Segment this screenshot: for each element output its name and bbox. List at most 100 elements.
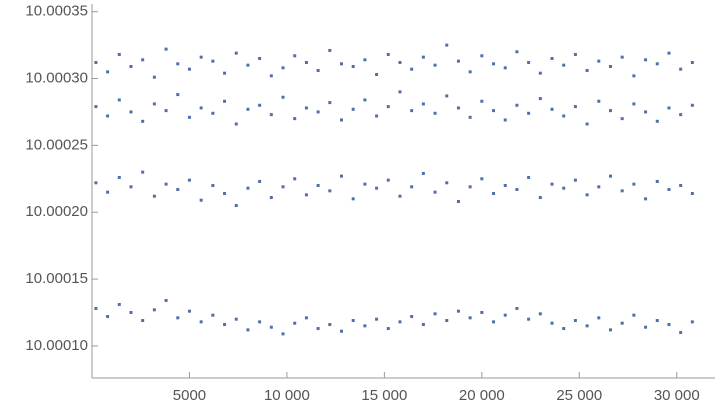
point — [375, 114, 379, 118]
point — [339, 118, 343, 122]
point — [234, 317, 238, 321]
point — [386, 178, 390, 182]
x-tick-label: 15 000 — [361, 387, 407, 404]
point — [152, 308, 156, 312]
point — [468, 115, 472, 119]
point — [632, 182, 636, 186]
point — [632, 102, 636, 106]
point — [480, 99, 484, 103]
point — [94, 181, 98, 185]
point — [667, 323, 671, 327]
point — [106, 70, 110, 74]
point — [328, 101, 332, 105]
point — [597, 185, 601, 189]
point — [293, 321, 297, 325]
point — [339, 329, 343, 333]
point — [445, 43, 449, 47]
point — [585, 69, 589, 73]
point — [304, 193, 308, 197]
point — [585, 193, 589, 197]
point — [187, 67, 191, 71]
x-tick-label: 5000 — [173, 387, 206, 404]
point — [316, 69, 320, 73]
point — [234, 51, 238, 55]
point — [269, 196, 273, 200]
point — [679, 113, 683, 117]
point — [421, 323, 425, 327]
point — [492, 192, 496, 196]
point — [351, 197, 355, 201]
point — [199, 106, 203, 110]
point — [433, 111, 437, 115]
point — [398, 90, 402, 94]
point — [258, 103, 262, 107]
point — [679, 67, 683, 71]
point — [620, 55, 624, 59]
point — [667, 51, 671, 55]
point — [141, 170, 145, 174]
point — [538, 196, 542, 200]
point — [608, 328, 612, 332]
point — [129, 185, 133, 189]
x-tick-label: 20 000 — [459, 387, 505, 404]
point — [117, 302, 121, 306]
point — [562, 186, 566, 190]
point — [550, 107, 554, 111]
point — [164, 47, 168, 51]
x-tick-label: 10 000 — [264, 387, 310, 404]
point — [480, 54, 484, 58]
point — [375, 73, 379, 77]
point — [597, 316, 601, 320]
point — [199, 198, 203, 202]
point — [410, 109, 414, 113]
point — [550, 321, 554, 325]
point — [410, 67, 414, 71]
x-tick-label: 25 000 — [556, 387, 602, 404]
point — [550, 56, 554, 60]
point — [176, 93, 180, 97]
point — [644, 325, 648, 329]
point — [223, 99, 227, 103]
point — [690, 60, 694, 64]
point — [690, 103, 694, 107]
point — [562, 114, 566, 118]
point — [608, 64, 612, 68]
point — [433, 63, 437, 67]
point — [468, 316, 472, 320]
point — [410, 315, 414, 319]
point — [152, 102, 156, 106]
point — [223, 192, 227, 196]
point — [421, 171, 425, 175]
point — [632, 313, 636, 317]
point — [667, 106, 671, 110]
point — [433, 190, 437, 194]
point — [585, 122, 589, 126]
point — [176, 316, 180, 320]
point — [527, 111, 531, 115]
y-tick-label: 10.00020 — [25, 203, 88, 220]
point — [386, 327, 390, 331]
point — [597, 99, 601, 103]
point — [164, 109, 168, 113]
point — [562, 327, 566, 331]
point — [234, 122, 238, 126]
point — [573, 52, 577, 56]
point — [117, 98, 121, 102]
point — [503, 313, 507, 317]
point — [398, 60, 402, 64]
point — [164, 182, 168, 186]
point — [527, 317, 531, 321]
point — [620, 321, 624, 325]
point — [316, 183, 320, 187]
point — [410, 185, 414, 189]
point — [667, 187, 671, 191]
point — [655, 119, 659, 123]
point — [164, 298, 168, 302]
point — [386, 52, 390, 56]
point — [141, 119, 145, 123]
y-tick-label: 10.00010 — [25, 337, 88, 354]
point — [351, 64, 355, 68]
point — [480, 310, 484, 314]
point — [515, 50, 519, 54]
